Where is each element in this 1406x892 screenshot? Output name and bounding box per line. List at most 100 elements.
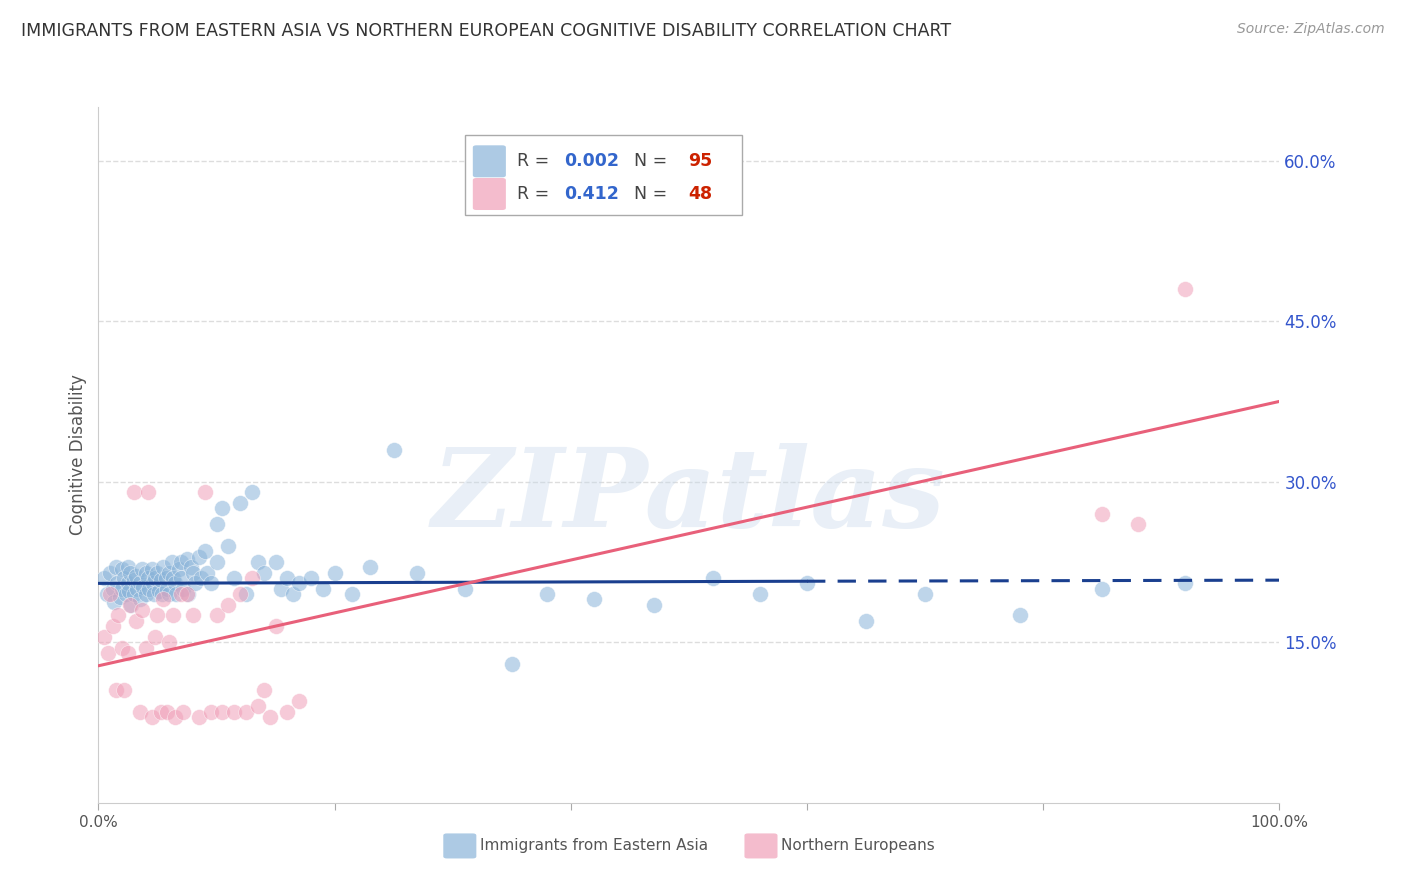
Point bbox=[148, 583, 170, 598]
Point bbox=[156, 705, 179, 719]
Point bbox=[205, 555, 228, 569]
Point bbox=[796, 576, 818, 591]
Point bbox=[235, 587, 257, 601]
Point bbox=[253, 566, 276, 580]
Point bbox=[205, 608, 228, 623]
Point bbox=[157, 587, 180, 601]
Point bbox=[167, 562, 190, 576]
Point bbox=[155, 571, 177, 585]
Point bbox=[211, 705, 233, 719]
Point bbox=[157, 635, 180, 649]
Point bbox=[157, 566, 180, 580]
Point bbox=[143, 571, 166, 585]
Point bbox=[128, 705, 150, 719]
Point bbox=[172, 582, 194, 596]
Point bbox=[122, 485, 145, 500]
Point bbox=[101, 582, 124, 596]
Point bbox=[176, 587, 198, 601]
Point bbox=[143, 630, 166, 644]
Point bbox=[135, 640, 157, 655]
Point bbox=[855, 614, 877, 628]
Point bbox=[229, 587, 252, 601]
Point bbox=[135, 587, 157, 601]
Point bbox=[1008, 608, 1031, 623]
Point bbox=[118, 583, 141, 598]
Point bbox=[112, 571, 135, 585]
Point bbox=[121, 598, 143, 612]
Point bbox=[194, 544, 217, 558]
Point bbox=[107, 608, 129, 623]
Point bbox=[152, 592, 174, 607]
Point bbox=[914, 587, 936, 601]
Point bbox=[96, 587, 118, 601]
FancyBboxPatch shape bbox=[443, 833, 477, 858]
Point bbox=[160, 555, 183, 569]
Point bbox=[141, 562, 163, 576]
Point bbox=[111, 562, 134, 576]
Point bbox=[1174, 282, 1197, 296]
Point bbox=[98, 566, 121, 580]
Point bbox=[131, 562, 153, 576]
Point bbox=[103, 594, 125, 608]
Point bbox=[643, 598, 665, 612]
Text: Immigrants from Eastern Asia: Immigrants from Eastern Asia bbox=[479, 838, 709, 854]
Point bbox=[187, 549, 209, 564]
Point bbox=[177, 587, 200, 601]
Point bbox=[131, 603, 153, 617]
Point bbox=[406, 566, 429, 580]
Point bbox=[359, 560, 381, 574]
Point bbox=[156, 582, 179, 596]
Text: N =: N = bbox=[623, 185, 672, 203]
Point bbox=[150, 573, 173, 587]
Point bbox=[323, 566, 346, 580]
Point bbox=[229, 496, 252, 510]
Point bbox=[97, 646, 120, 660]
Point bbox=[205, 517, 228, 532]
Point bbox=[165, 710, 187, 724]
Point bbox=[283, 587, 305, 601]
Point bbox=[142, 587, 165, 601]
Point bbox=[382, 442, 405, 457]
FancyBboxPatch shape bbox=[744, 833, 778, 858]
Point bbox=[264, 555, 287, 569]
Text: 0.002: 0.002 bbox=[564, 153, 619, 170]
Point bbox=[253, 683, 276, 698]
Point bbox=[288, 694, 311, 708]
FancyBboxPatch shape bbox=[472, 145, 506, 178]
Point bbox=[240, 571, 263, 585]
Point bbox=[120, 598, 142, 612]
Point bbox=[276, 571, 298, 585]
Text: IMMIGRANTS FROM EASTERN ASIA VS NORTHERN EUROPEAN COGNITIVE DISABILITY CORRELATI: IMMIGRANTS FROM EASTERN ASIA VS NORTHERN… bbox=[21, 22, 952, 40]
Point bbox=[117, 576, 139, 591]
Point bbox=[1174, 576, 1197, 591]
Point bbox=[132, 580, 155, 594]
Point bbox=[181, 608, 204, 623]
Point bbox=[235, 705, 257, 719]
Point bbox=[105, 560, 128, 574]
Point bbox=[125, 614, 148, 628]
Point bbox=[264, 619, 287, 633]
Point bbox=[125, 569, 148, 583]
Point bbox=[453, 582, 475, 596]
Point bbox=[276, 705, 298, 719]
Point bbox=[128, 592, 150, 607]
Point bbox=[501, 657, 523, 671]
Point bbox=[217, 598, 239, 612]
Point bbox=[122, 573, 145, 587]
Point bbox=[114, 587, 136, 601]
Point bbox=[93, 630, 115, 644]
Point bbox=[270, 582, 292, 596]
Point bbox=[1091, 582, 1114, 596]
Point bbox=[172, 705, 194, 719]
Point bbox=[200, 705, 222, 719]
Point bbox=[748, 587, 770, 601]
Point bbox=[195, 566, 218, 580]
Text: 48: 48 bbox=[688, 185, 711, 203]
Point bbox=[217, 539, 239, 553]
Point bbox=[702, 571, 724, 585]
Point bbox=[170, 571, 193, 585]
Text: R =: R = bbox=[516, 185, 554, 203]
Point bbox=[162, 571, 184, 585]
Point bbox=[299, 571, 322, 585]
Text: 0.412: 0.412 bbox=[564, 185, 619, 203]
